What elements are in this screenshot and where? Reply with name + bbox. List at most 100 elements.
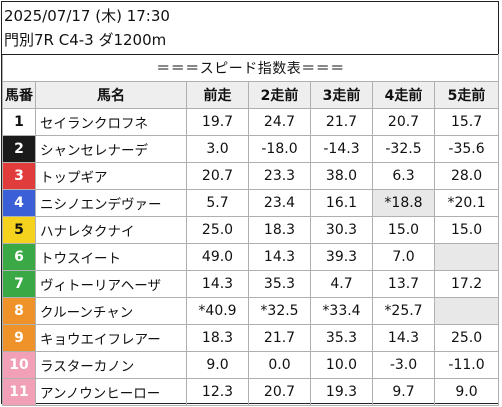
horse-name: ヴィトーリアヘーザ (35, 270, 187, 298)
table-row: 6 トウスイート 49.0 14.3 39.3 7.0 (2, 243, 500, 271)
horse-name: アンノウンヒーロー (35, 378, 187, 406)
speed-index-cell: 7.0 (372, 243, 435, 271)
speed-index-cell: 15.7 (433, 108, 500, 136)
speed-index-cell: 19.7 (186, 108, 249, 136)
speed-index-cell: 38.0 (310, 162, 373, 190)
speed-index-cell: 30.3 (310, 216, 373, 244)
horse-name: クルーンチャン (35, 297, 187, 325)
speed-index-cell: 19.3 (310, 378, 373, 406)
speed-index-cell: 49.0 (186, 243, 249, 271)
horse-name: ニシノエンデヴァー (35, 189, 187, 217)
horse-number-badge: 11 (2, 378, 36, 406)
horse-number-badge: 2 (2, 135, 36, 163)
speed-index-cell: 6.3 (372, 162, 435, 190)
col-header-4-races-ago: 4走前 (372, 81, 435, 109)
table-row: 9 キョウエイフレアー 18.3 21.7 35.3 14.3 25.0 (2, 324, 500, 352)
horse-number-badge: 3 (2, 162, 36, 190)
speed-index-cell: *33.4 (310, 297, 373, 325)
horse-number-badge: 10 (2, 351, 36, 379)
col-header-5-races-ago: 5走前 (433, 81, 500, 109)
speed-index-cell: 28.0 (433, 162, 500, 190)
speed-index-cell: 9.0 (433, 378, 500, 406)
horse-name: セイランクロフネ (35, 108, 187, 136)
speed-index-cell: 23.3 (248, 162, 311, 190)
col-header-horse-name: 馬名 (35, 81, 187, 109)
speed-index-cell: -35.6 (433, 135, 500, 163)
speed-index-cell: 25.0 (186, 216, 249, 244)
speed-index-cell: -3.0 (372, 351, 435, 379)
col-header-2-races-ago: 2走前 (248, 81, 311, 109)
speed-index-cell: 18.3 (248, 216, 311, 244)
speed-index-table-wrap: ＝＝＝スピード指数表＝＝＝ 馬番 馬名 前走 2走前 3走前 4走前 5走前 1… (1, 54, 500, 406)
speed-index-cell: 20.7 (186, 162, 249, 190)
speed-index-cell: -11.0 (433, 351, 500, 379)
speed-index-cell: 24.7 (248, 108, 311, 136)
col-header-3-races-ago: 3走前 (310, 81, 373, 109)
horse-name: キョウエイフレアー (35, 324, 187, 352)
table-row: 3 トップギア 20.7 23.3 38.0 6.3 28.0 (2, 162, 500, 190)
speed-index-cell: *20.1 (433, 189, 500, 217)
table-row: 1 セイランクロフネ 19.7 24.7 21.7 20.7 15.7 (2, 108, 500, 136)
speed-index-cell: *32.5 (248, 297, 311, 325)
speed-index-cell: 14.3 (248, 243, 311, 271)
table-row: 7 ヴィトーリアヘーザ 14.3 35.3 4.7 13.7 17.2 (2, 270, 500, 298)
race-info: 門別7R C4-3 ダ1200m (4, 31, 167, 49)
speed-index-cell: 35.3 (310, 324, 373, 352)
speed-index-cell: 39.3 (310, 243, 373, 271)
speed-index-cell: 5.7 (186, 189, 249, 217)
race-datetime: 2025/07/17 (木) 17:30 (4, 7, 170, 25)
speed-index-cell: 12.3 (186, 378, 249, 406)
speed-index-cell (433, 243, 500, 271)
speed-index-cell: 21.7 (248, 324, 311, 352)
speed-index-cell: 17.2 (433, 270, 500, 298)
table-row: 10 ラスターカノン 9.0 0.0 10.0 -3.0 -11.0 (2, 351, 500, 379)
horse-number-badge: 9 (2, 324, 36, 352)
table-row: 2 シャンセレナーデ 3.0 -18.0 -14.3 -32.5 -35.6 (2, 135, 500, 163)
col-header-number: 馬番 (2, 81, 36, 109)
speed-index-cell: 20.7 (248, 378, 311, 406)
horse-name: ハナレタクナイ (35, 216, 187, 244)
speed-index-cell: *40.9 (186, 297, 249, 325)
speed-index-cell: 15.0 (433, 216, 500, 244)
horse-name: ラスターカノン (35, 351, 187, 379)
table-row: 11 アンノウンヒーロー 12.3 20.7 19.3 9.7 9.0 (2, 378, 500, 406)
speed-index-cell: 10.0 (310, 351, 373, 379)
speed-index-cell: 14.3 (372, 324, 435, 352)
speed-index-cell: 25.0 (433, 324, 500, 352)
table-title: ＝＝＝スピード指数表＝＝＝ (1, 54, 500, 82)
header-row: 馬番 馬名 前走 2走前 3走前 4走前 5走前 (2, 81, 500, 109)
speed-index-cell: 16.1 (310, 189, 373, 217)
table-row: 5 ハナレタクナイ 25.0 18.3 30.3 15.0 15.0 (2, 216, 500, 244)
speed-index-cell: *18.8 (372, 189, 435, 217)
speed-index-cell: *25.7 (372, 297, 435, 325)
speed-index-cell: 35.3 (248, 270, 311, 298)
horse-name: トップギア (35, 162, 187, 190)
horse-number-badge: 6 (2, 243, 36, 271)
speed-index-cell: 15.0 (372, 216, 435, 244)
speed-index-cell: 21.7 (310, 108, 373, 136)
table-row: 4 ニシノエンデヴァー 5.7 23.4 16.1 *18.8 *20.1 (2, 189, 500, 217)
speed-index-cell: 13.7 (372, 270, 435, 298)
speed-index-cell: -18.0 (248, 135, 311, 163)
speed-index-cell: 3.0 (186, 135, 249, 163)
speed-index-cell: 14.3 (186, 270, 249, 298)
horse-number-badge: 4 (2, 189, 36, 217)
speed-index-cell: -32.5 (372, 135, 435, 163)
speed-index-cell: -14.3 (310, 135, 373, 163)
speed-index-cell: 9.0 (186, 351, 249, 379)
horse-name: トウスイート (35, 243, 187, 271)
speed-index-cell: 23.4 (248, 189, 311, 217)
horse-number-badge: 1 (2, 108, 36, 136)
speed-index-cell: 9.7 (372, 378, 435, 406)
speed-index-cell: 4.7 (310, 270, 373, 298)
horse-number-badge: 5 (2, 216, 36, 244)
speed-index-cell (433, 297, 500, 325)
horse-number-badge: 8 (2, 297, 36, 325)
speed-index-cell: 18.3 (186, 324, 249, 352)
horse-number-badge: 7 (2, 270, 36, 298)
speed-index-cell: 0.0 (248, 351, 311, 379)
horse-name: シャンセレナーデ (35, 135, 187, 163)
col-header-last-race: 前走 (186, 81, 249, 109)
table-row: 8 クルーンチャン *40.9 *32.5 *33.4 *25.7 (2, 297, 500, 325)
speed-index-cell: 20.7 (372, 108, 435, 136)
